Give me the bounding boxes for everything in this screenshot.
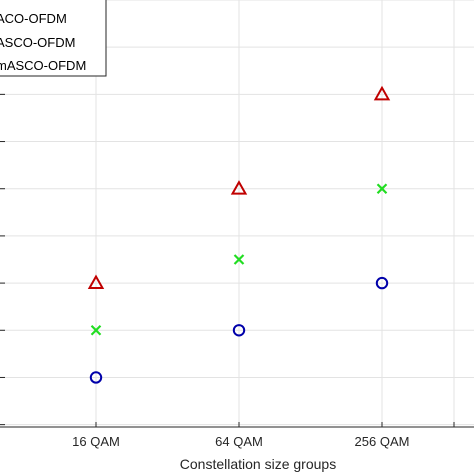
data-points bbox=[87, 85, 391, 384]
legend-entry-masco-ofdm: mASCO-OFDM bbox=[0, 58, 86, 73]
data-point-asco-ofdm-2 bbox=[376, 183, 388, 195]
data-point-aco-ofdm-1 bbox=[230, 180, 248, 195]
data-point-masco-ofdm-2 bbox=[375, 276, 389, 290]
legend-entry-aco-ofdm: ACO-OFDM bbox=[0, 11, 67, 26]
x-tick-label-16qam: 16 QAM bbox=[72, 434, 120, 449]
data-point-asco-ofdm-1 bbox=[233, 254, 245, 265]
x-tick-label-64qam: 64 QAM bbox=[215, 434, 263, 449]
legend-entry-asco-ofdm: ASCO-OFDM bbox=[0, 35, 75, 50]
legend: ACO-OFDM ASCO-OFDM mASCO-OFDM bbox=[0, 0, 107, 77]
grid-lines bbox=[0, 0, 474, 427]
data-point-aco-ofdm-2 bbox=[373, 85, 391, 101]
legend-box bbox=[0, 0, 107, 77]
x-tick-label-256qam: 256 QAM bbox=[355, 434, 410, 449]
data-point-asco-ofdm-0 bbox=[90, 324, 102, 336]
x-ticks: 16 QAM 64 QAM 256 QAM bbox=[72, 434, 409, 449]
data-point-aco-ofdm-0 bbox=[87, 274, 105, 290]
data-point-masco-ofdm-1 bbox=[232, 324, 246, 337]
data-point-masco-ofdm-0 bbox=[89, 371, 103, 384]
x-axis-label: Constellation size groups bbox=[180, 456, 336, 472]
